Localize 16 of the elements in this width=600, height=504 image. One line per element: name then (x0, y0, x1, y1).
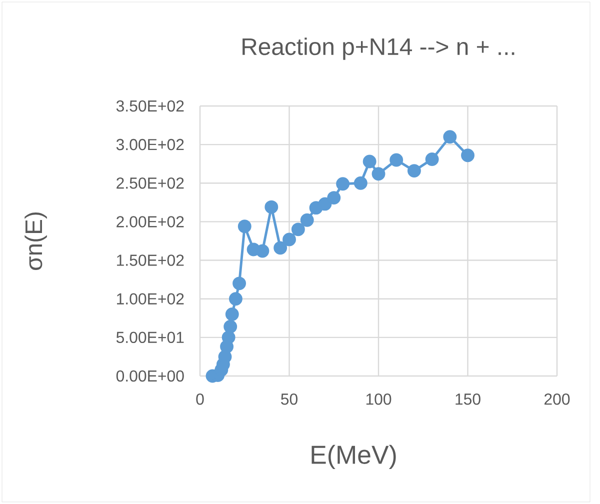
x-tick-label: 150 (456, 394, 480, 405)
y-tick-label: 0.00E+00 (116, 370, 184, 382)
y-tick-label: 3.00E+02 (116, 138, 184, 150)
y-tick-label: 2.50E+02 (116, 177, 184, 189)
y-tick-label: 2.00E+02 (116, 216, 184, 228)
y-tick-label: 5.00E+01 (116, 332, 184, 344)
x-tick-label: 100 (366, 394, 392, 405)
y-tick-label: 1.00E+02 (117, 293, 184, 304)
chart-title: Reaction p+N14 --> n + ... (242, 38, 514, 60)
x-tick-label: 50 (281, 394, 298, 405)
y-axis-title: σn(E) (24, 212, 47, 270)
x-tick-label: 0 (196, 394, 204, 405)
y-tick-label: 3.50E+02 (116, 100, 184, 112)
y-tick-label: 1.50E+02 (117, 254, 184, 266)
x-tick-label: 200 (544, 394, 570, 405)
x-axis-title: E(MeV) (312, 444, 396, 470)
